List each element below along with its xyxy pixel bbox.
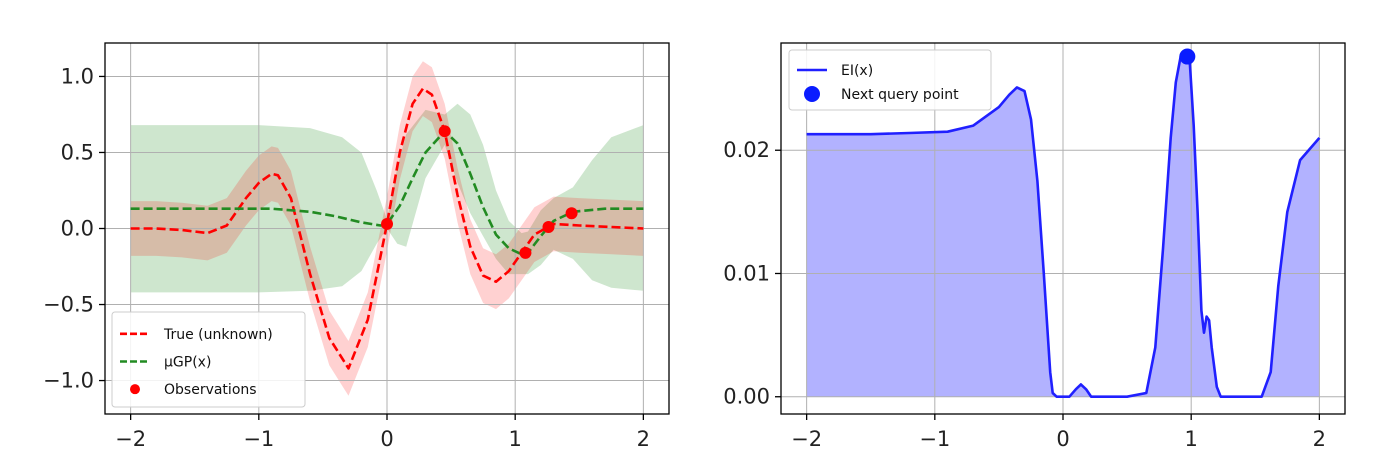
scatter-point-0 <box>381 217 393 230</box>
legend: EI(x) Next query point <box>788 49 992 111</box>
y-tick-label: 0.02 <box>723 138 770 162</box>
x-tick-label: 2 <box>1313 427 1326 451</box>
y-tick-label: −1.0 <box>43 369 94 393</box>
y-tick-label: −0.5 <box>43 293 94 317</box>
axis-ticks: −2 −1 0 1 2 −1.0 −0.5 0.0 0.5 1.0 <box>43 64 650 451</box>
x-tick-label: −1 <box>919 427 950 451</box>
legend-box <box>111 311 306 408</box>
y-tick-label: 0.00 <box>723 385 770 409</box>
series-group <box>130 87 644 370</box>
legend-label: Next query point <box>841 87 959 103</box>
legend-label: EI(x) <box>841 63 873 79</box>
x-tick-label: −1 <box>243 427 274 451</box>
legend-box <box>788 49 992 111</box>
scatter-point-2 <box>519 246 532 259</box>
x-tick-label: −2 <box>115 427 146 451</box>
scatter-point-3 <box>542 220 555 233</box>
series-group <box>806 48 1321 398</box>
x-tick-label: −2 <box>791 427 822 451</box>
x-tick-label: 0 <box>380 427 393 451</box>
legend-label: True (unknown) <box>163 327 273 343</box>
x-tick-label: 1 <box>1184 427 1197 451</box>
expected-improvement-plot: −2 −1 0 1 2 0.00 0.01 0.02 EI(x) Next query poin… <box>723 42 1346 451</box>
x-tick-label: 2 <box>637 427 650 451</box>
x-tick-label: 0 <box>1056 427 1069 451</box>
scatter-point-1 <box>438 125 451 138</box>
legend-label: Observations <box>164 382 257 398</box>
y-tick-label: 0.5 <box>61 140 94 164</box>
x-tick-label: 1 <box>508 427 521 451</box>
legend-swatch-marker <box>130 384 140 395</box>
scatter-point-0 <box>1179 48 1196 65</box>
y-tick-label: 0.01 <box>723 261 770 285</box>
axis-ticks: −2 −1 0 1 2 0.00 0.01 0.02 <box>723 138 1326 451</box>
legend: True (unknown) μGP(x) Observations <box>111 311 306 408</box>
scatter-point-4 <box>565 207 578 220</box>
legend-label: μGP(x) <box>164 355 211 371</box>
legend-swatch-marker <box>804 86 820 102</box>
gp-posterior-plot: −2 −1 0 1 2 −1.0 −0.5 0.0 0.5 1.0 True (unknown) μ… <box>43 42 670 451</box>
y-tick-label: 1.0 <box>61 64 94 88</box>
y-tick-label: 0.0 <box>61 217 94 241</box>
series-line-0 <box>806 54 1321 398</box>
